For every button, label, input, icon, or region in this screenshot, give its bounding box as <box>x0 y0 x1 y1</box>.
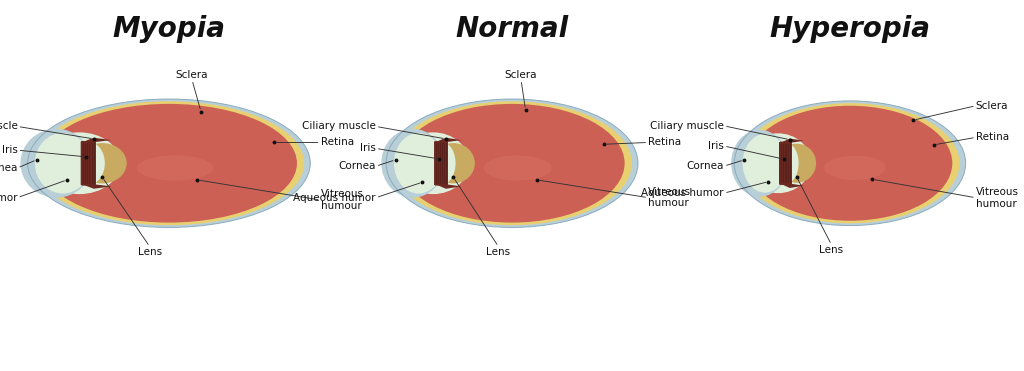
Ellipse shape <box>35 133 91 194</box>
Ellipse shape <box>731 130 788 197</box>
Text: Lens: Lens <box>137 247 162 257</box>
Ellipse shape <box>748 106 952 221</box>
Text: Normal: Normal <box>456 15 568 43</box>
Polygon shape <box>781 138 804 143</box>
Ellipse shape <box>740 103 959 223</box>
Ellipse shape <box>41 104 297 223</box>
Text: Ciliary muscle: Ciliary muscle <box>0 121 17 131</box>
Ellipse shape <box>28 99 310 227</box>
FancyBboxPatch shape <box>81 141 96 186</box>
Ellipse shape <box>394 133 443 194</box>
Text: Aqueous humor: Aqueous humor <box>0 193 17 203</box>
Ellipse shape <box>745 133 811 193</box>
Polygon shape <box>83 184 112 189</box>
Text: Cornea: Cornea <box>0 163 17 173</box>
Ellipse shape <box>78 143 127 183</box>
Ellipse shape <box>742 134 787 193</box>
FancyBboxPatch shape <box>81 141 96 186</box>
Text: Iris: Iris <box>708 141 724 151</box>
FancyBboxPatch shape <box>434 141 447 186</box>
Text: Lens: Lens <box>819 245 844 255</box>
Text: Retina: Retina <box>321 138 353 147</box>
Ellipse shape <box>483 155 551 180</box>
Polygon shape <box>436 184 461 189</box>
Text: Sclera: Sclera <box>976 101 1009 111</box>
Text: Ciliary muscle: Ciliary muscle <box>302 121 376 131</box>
Ellipse shape <box>386 99 638 227</box>
Text: Vitreous
humour: Vitreous humour <box>321 189 364 211</box>
Ellipse shape <box>824 156 886 180</box>
FancyBboxPatch shape <box>434 141 447 186</box>
Ellipse shape <box>773 143 799 184</box>
Text: Ciliary muscle: Ciliary muscle <box>650 121 724 131</box>
FancyBboxPatch shape <box>779 142 792 185</box>
Polygon shape <box>781 183 804 188</box>
Text: Sclera: Sclera <box>505 70 538 80</box>
Text: Sclera: Sclera <box>176 70 208 80</box>
Ellipse shape <box>74 142 104 184</box>
Text: Cornea: Cornea <box>339 161 376 171</box>
Ellipse shape <box>34 101 304 225</box>
Text: Vitreous
humour: Vitreous humour <box>976 187 1019 209</box>
Ellipse shape <box>399 104 625 223</box>
Ellipse shape <box>428 142 456 184</box>
Polygon shape <box>436 138 461 142</box>
FancyBboxPatch shape <box>779 142 792 185</box>
Ellipse shape <box>397 132 469 194</box>
Ellipse shape <box>432 143 475 183</box>
Ellipse shape <box>777 144 816 183</box>
Text: Retina: Retina <box>976 132 1009 142</box>
Text: Hyperopia: Hyperopia <box>769 15 931 43</box>
Ellipse shape <box>137 155 214 180</box>
Text: Retina: Retina <box>648 138 681 147</box>
Ellipse shape <box>381 129 444 198</box>
Text: Vitreous
humour: Vitreous humour <box>648 187 691 209</box>
Text: Iris: Iris <box>359 144 376 153</box>
Text: Aqueous humor: Aqueous humor <box>293 193 376 203</box>
Text: Lens: Lens <box>486 247 511 257</box>
Text: Myopia: Myopia <box>113 15 225 43</box>
Text: Cornea: Cornea <box>687 161 724 171</box>
Polygon shape <box>83 138 112 142</box>
Text: Aqueous humor: Aqueous humor <box>641 188 724 198</box>
Ellipse shape <box>392 101 632 225</box>
Text: Iris: Iris <box>1 145 17 155</box>
Ellipse shape <box>734 101 966 226</box>
Ellipse shape <box>39 132 121 194</box>
Ellipse shape <box>20 129 92 198</box>
